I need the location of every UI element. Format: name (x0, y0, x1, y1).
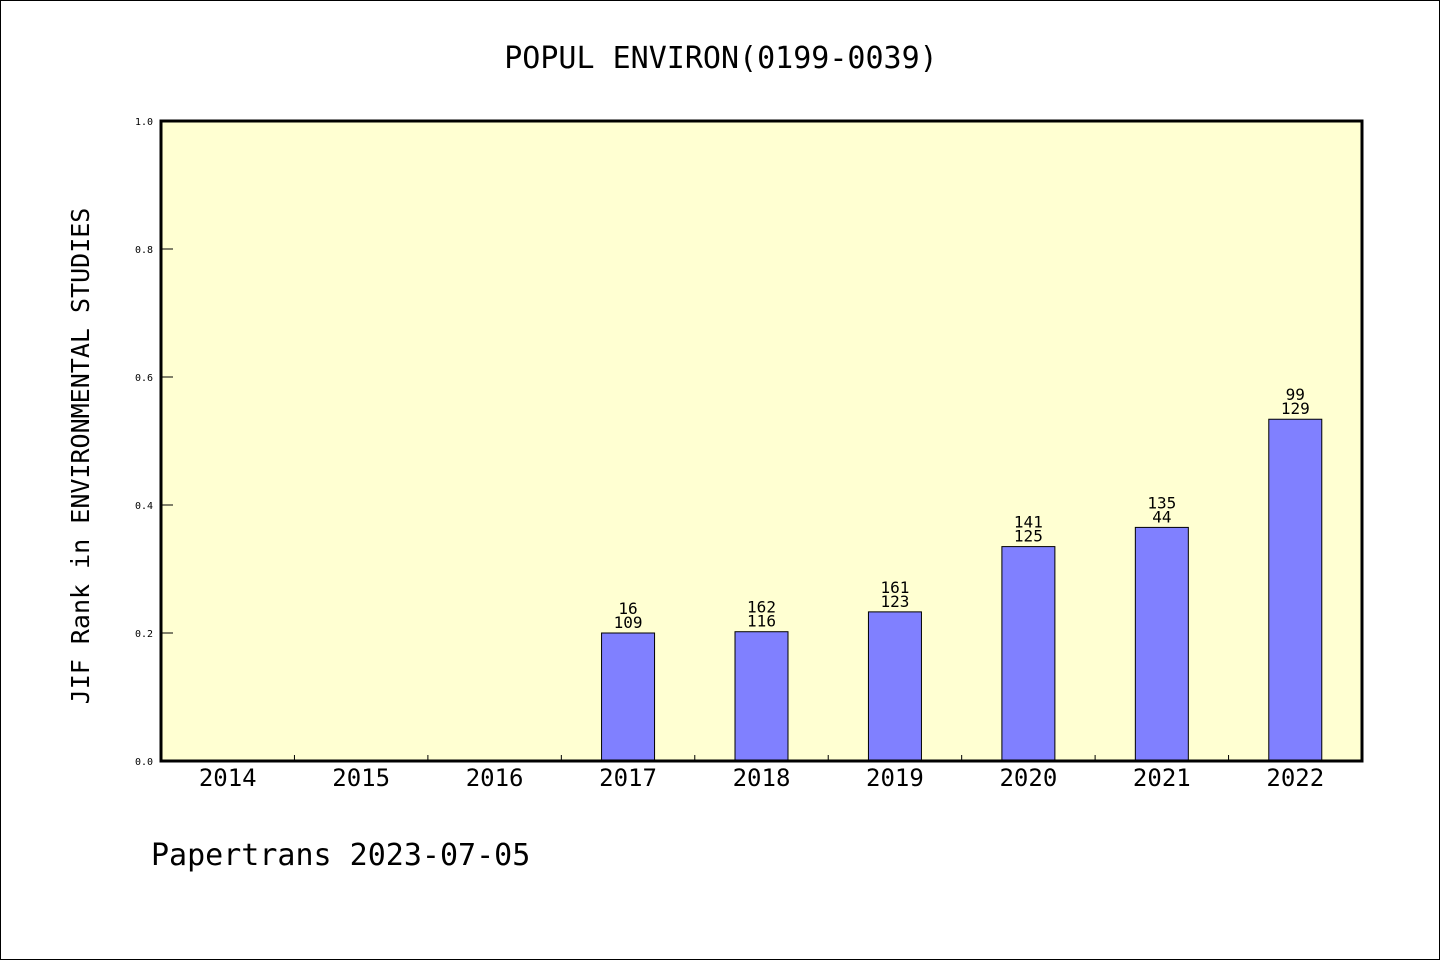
bar-label-top: 135 (1147, 493, 1176, 512)
bar-label-top: 16 (618, 599, 637, 618)
x-tick-label: 2018 (733, 764, 791, 792)
bar (867, 611, 922, 762)
bar-label-top: 141 (1014, 513, 1043, 532)
bar-label-bottom: 109 (614, 613, 643, 632)
bar-label-bottom: 129 (1281, 399, 1310, 418)
plot-border (159, 119, 1364, 763)
bar-label-top: 99 (1286, 385, 1305, 404)
bar (601, 632, 656, 762)
bar (1001, 546, 1056, 762)
bar (1268, 418, 1323, 762)
bar-label-bottom: 125 (1014, 527, 1043, 546)
x-tick-label: 2020 (999, 764, 1057, 792)
y-tick-label: 1.0 (135, 117, 153, 128)
y-axis-label: JIF Rank in ENVIRONMENTAL STUDIES (66, 208, 95, 705)
y-tick-label: 0.2 (135, 629, 153, 640)
x-tick-label: 2015 (332, 764, 390, 792)
x-tick-label: 2022 (1266, 764, 1324, 792)
footer-text: Papertrans 2023-07-05 (151, 838, 530, 873)
bar-label-top: 161 (880, 578, 909, 597)
y-tick-label: 0.8 (135, 245, 153, 256)
bar-label-bottom: 116 (747, 612, 776, 631)
x-tick-label: 2016 (466, 764, 524, 792)
x-tick-label: 2019 (866, 764, 924, 792)
y-tick-label: 0.0 (135, 757, 153, 768)
bar-label-top: 162 (747, 598, 776, 617)
y-tick-label: 0.6 (135, 373, 153, 384)
chart-title: POPUL ENVIRON(0199-0039) (504, 41, 937, 76)
bar (1134, 526, 1189, 762)
bar-label-bottom: 123 (880, 592, 909, 611)
y-tick-label: 0.4 (135, 501, 153, 512)
x-tick-label: 2017 (599, 764, 657, 792)
x-tick-label: 2014 (199, 764, 257, 792)
x-tick-label: 2021 (1133, 764, 1191, 792)
x-axis-ticks: 2014 2015 2016 2017 2018 2019 2020 2021 2022 (199, 755, 1324, 792)
bar (734, 631, 789, 762)
bar-label-bottom: 44 (1152, 507, 1171, 526)
